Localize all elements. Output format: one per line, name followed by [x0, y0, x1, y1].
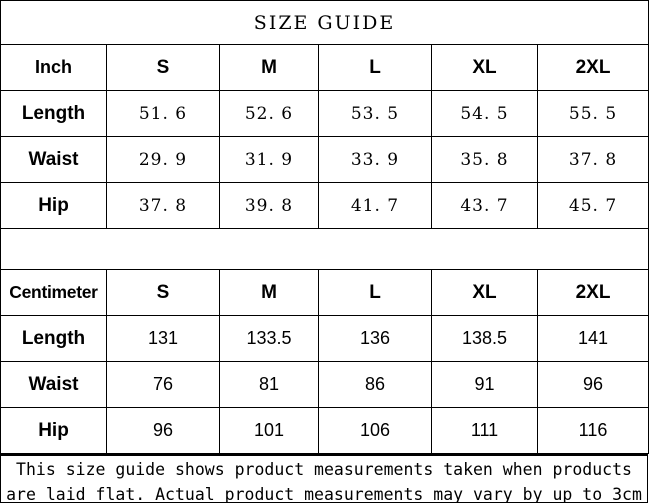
cm-header-row: Centimeter S M L XL 2XL	[0, 269, 650, 316]
cell-cm-waist-xl: 91	[431, 361, 538, 408]
table-row: Hip 96 101 106 111 116	[0, 407, 650, 454]
cell-inch-waist-m: 31. 9	[219, 136, 319, 183]
cell-cm-hip-m: 101	[219, 407, 319, 454]
cm-size-header-m: M	[219, 269, 319, 316]
page-title: SIZE GUIDE	[0, 0, 650, 45]
cm-size-header-s: S	[106, 269, 220, 316]
table-row: Length 51. 6 52. 6 53. 5 54. 5 55. 5	[0, 90, 650, 137]
cell-cm-hip-l: 106	[318, 407, 432, 454]
cm-size-header-2xl: 2XL	[536, 269, 650, 316]
size-header-l: L	[318, 44, 432, 91]
cm-size-header-l: L	[318, 269, 432, 316]
cell-inch-length-xl: 54. 5	[431, 90, 538, 137]
table-row: Hip 37. 8 39. 8 41. 7 43. 7 45. 7	[0, 182, 650, 229]
cell-inch-waist-xl: 35. 8	[431, 136, 538, 183]
row-label-cm-length: Length	[0, 315, 107, 362]
inch-unit-header: Inch	[0, 44, 107, 91]
table-row: Waist 76 81 86 91 96	[0, 361, 650, 408]
cell-inch-waist-2xl: 37. 8	[536, 136, 650, 183]
cell-inch-length-l: 53. 5	[318, 90, 432, 137]
footnote-line-2: are laid flat. Actual product measuremen…	[6, 485, 642, 503]
row-label-inch-hip: Hip	[0, 182, 107, 229]
table-separator	[0, 228, 650, 270]
cell-inch-hip-xl: 43. 7	[431, 182, 538, 229]
cell-cm-length-m: 133.5	[219, 315, 319, 362]
size-header-2xl: 2XL	[536, 44, 650, 91]
centimeter-unit-header: Centimeter	[0, 269, 107, 316]
row-label-inch-length: Length	[0, 90, 107, 137]
cell-inch-hip-l: 41. 7	[318, 182, 432, 229]
cell-inch-hip-s: 37. 8	[106, 182, 220, 229]
cell-cm-waist-m: 81	[219, 361, 319, 408]
row-label-inch-waist: Waist	[0, 136, 107, 183]
row-label-cm-waist: Waist	[0, 361, 107, 408]
cell-cm-waist-2xl: 96	[536, 361, 650, 408]
row-label-cm-hip: Hip	[0, 407, 107, 454]
cm-size-header-xl: XL	[431, 269, 538, 316]
cell-inch-length-s: 51. 6	[106, 90, 220, 137]
cell-inch-length-2xl: 55. 5	[536, 90, 650, 137]
table-row: Length 131 133.5 136 138.5 141	[0, 315, 650, 362]
footnote-line-1: This size guide shows product measuremen…	[16, 460, 632, 479]
cell-cm-hip-s: 96	[106, 407, 220, 454]
cell-cm-waist-s: 76	[106, 361, 220, 408]
cell-inch-hip-m: 39. 8	[219, 182, 319, 229]
spacer-row	[0, 228, 650, 270]
cell-cm-length-l: 136	[318, 315, 432, 362]
table-row: Waist 29. 9 31. 9 33. 9 35. 8 37. 8	[0, 136, 650, 183]
cell-cm-length-xl: 138.5	[431, 315, 538, 362]
cell-inch-waist-s: 29. 9	[106, 136, 220, 183]
cell-inch-length-m: 52. 6	[219, 90, 319, 137]
cell-cm-hip-xl: 111	[431, 407, 538, 454]
size-header-s: S	[106, 44, 220, 91]
size-guide-table: SIZE GUIDE Inch S M L XL 2XL Length 51. …	[0, 0, 650, 454]
cell-cm-waist-l: 86	[318, 361, 432, 408]
cell-inch-hip-2xl: 45. 7	[536, 182, 650, 229]
cell-cm-hip-2xl: 116	[536, 407, 650, 454]
cell-cm-length-2xl: 141	[536, 315, 650, 362]
size-header-m: M	[219, 44, 319, 91]
size-header-xl: XL	[431, 44, 538, 91]
cell-cm-length-s: 131	[106, 315, 220, 362]
inch-header-row: Inch S M L XL 2XL	[0, 44, 650, 91]
title-row: SIZE GUIDE	[0, 0, 650, 45]
cell-inch-waist-l: 33. 9	[318, 136, 432, 183]
